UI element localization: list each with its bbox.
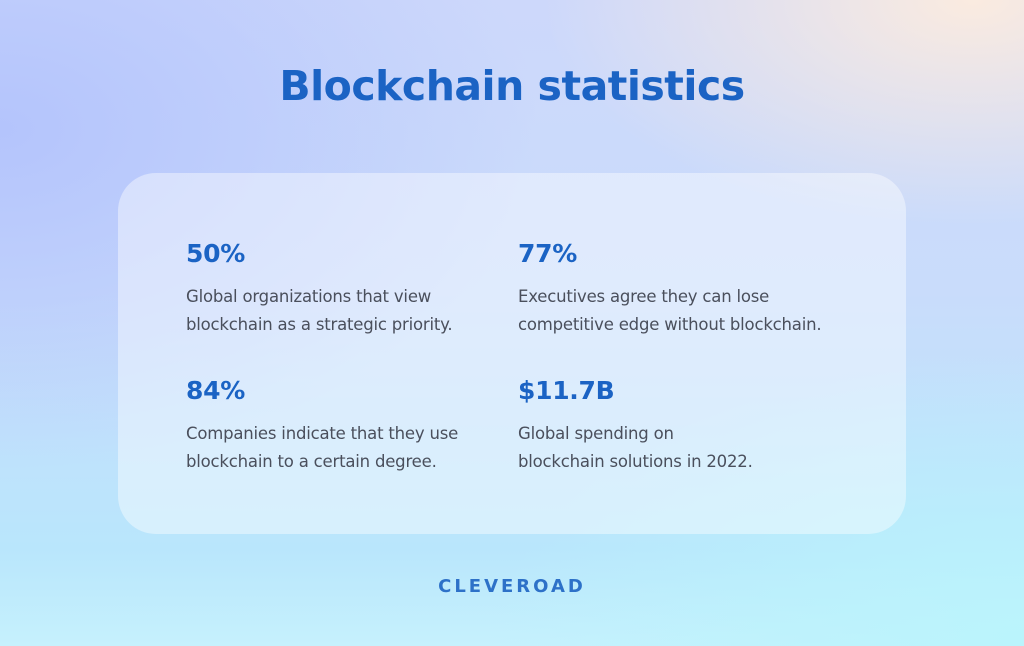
stat-description-line: Global organizations that view bbox=[186, 287, 432, 306]
stat-description-line: blockchain to a certain degree. bbox=[186, 452, 437, 471]
stat-item-executives: 77% Executives agree they can lose compe… bbox=[518, 239, 838, 339]
stat-description: Executives agree they can lose competiti… bbox=[518, 283, 838, 339]
stat-item-spending: $11.7B Global spending on blockchain sol… bbox=[518, 376, 838, 476]
stat-description-line: Executives agree they can lose bbox=[518, 287, 770, 306]
stat-value: 50% bbox=[186, 239, 245, 268]
stat-description-line: blockchain solutions in 2022. bbox=[518, 452, 753, 471]
stat-item-companies: 84% Companies indicate that they use blo… bbox=[186, 376, 506, 476]
brand-logo: CLEVEROAD bbox=[438, 576, 586, 597]
stat-value: 84% bbox=[186, 376, 245, 405]
page-title: Blockchain statistics bbox=[279, 62, 745, 110]
stat-item-organizations: 50% Global organizations that view block… bbox=[186, 239, 506, 339]
stat-description: Global spending on blockchain solutions … bbox=[518, 420, 838, 476]
stat-value: 77% bbox=[518, 239, 577, 268]
stat-description-line: blockchain as a strategic priority. bbox=[186, 315, 453, 334]
stat-description-line: Global spending on bbox=[518, 424, 674, 443]
statistics-card: 50% Global organizations that view block… bbox=[118, 173, 906, 534]
stat-description: Global organizations that view blockchai… bbox=[186, 283, 506, 339]
stat-description-line: competitive edge without blockchain. bbox=[518, 315, 822, 334]
stat-description-line: Companies indicate that they use bbox=[186, 424, 459, 443]
stat-description: Companies indicate that they use blockch… bbox=[186, 420, 506, 476]
stat-value: $11.7B bbox=[518, 376, 615, 405]
